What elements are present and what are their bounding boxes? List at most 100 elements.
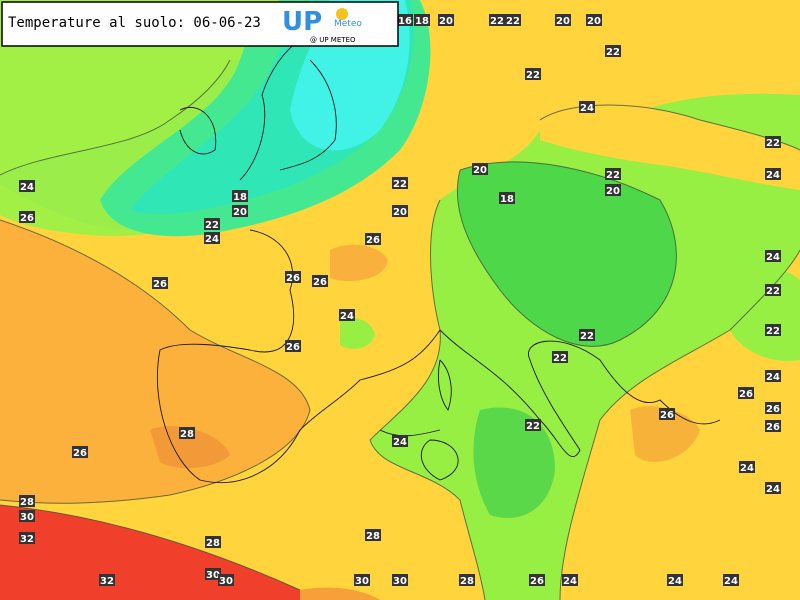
contour-label: 16 — [397, 14, 413, 27]
contour-label: 24 — [723, 574, 739, 587]
label-box — [179, 427, 195, 439]
contour-label: 26 — [738, 387, 754, 400]
label-box — [392, 435, 408, 447]
label-box — [19, 532, 35, 544]
contour-label: 24 — [739, 461, 755, 474]
warm-area — [150, 426, 230, 469]
warm-area — [540, 105, 800, 190]
label-text: 26 — [530, 576, 544, 587]
label-box — [765, 402, 781, 414]
label-text: 24 — [740, 463, 754, 474]
contour-label: 28 — [19, 495, 35, 508]
contour-label: 26 — [285, 271, 301, 284]
contour-label: 26 — [365, 233, 381, 246]
label-text: 26 — [366, 235, 380, 246]
label-text: 20 — [587, 16, 601, 27]
contour-label: 26 — [765, 402, 781, 415]
label-text: 28 — [206, 538, 220, 549]
warm-area — [300, 587, 380, 600]
contour-label: 22 — [525, 419, 541, 432]
logo-sun — [336, 8, 348, 20]
label-text: 24 — [205, 234, 219, 245]
label-box — [19, 510, 35, 522]
contour-label: 20 — [472, 163, 488, 176]
label-text: 20 — [606, 186, 620, 197]
label-box — [765, 250, 781, 262]
label-text: 18 — [500, 194, 514, 205]
label-text: 26 — [73, 448, 87, 459]
logo-subtitle: Meteo — [334, 19, 362, 29]
contour-label: 18 — [232, 190, 248, 203]
label-text: 24 — [766, 170, 780, 181]
mild-area — [340, 318, 375, 349]
label-box — [438, 14, 454, 26]
label-box — [218, 574, 234, 586]
label-text: 24 — [563, 576, 577, 587]
label-box — [505, 14, 521, 26]
label-box — [605, 184, 621, 196]
title-box: Temperature al suolo: 06-06-23 UP Meteo … — [1, 1, 399, 47]
contour-label: 20 — [392, 205, 408, 218]
contour-label: 26 — [72, 446, 88, 459]
label-box — [605, 45, 621, 57]
label-text: 20 — [473, 165, 487, 176]
contour-line — [0, 59, 231, 176]
label-box — [765, 168, 781, 180]
label-box — [586, 14, 602, 26]
contour-label: 24 — [765, 370, 781, 383]
label-text: 22 — [506, 16, 520, 27]
label-box — [285, 271, 301, 283]
map-title: Temperature al suolo: 06-06-23 — [8, 15, 261, 31]
label-box — [392, 205, 408, 217]
label-box — [579, 101, 595, 113]
label-text: 28 — [460, 576, 474, 587]
label-text: 24 — [393, 437, 407, 448]
label-text: 24 — [20, 182, 34, 193]
label-box — [765, 482, 781, 494]
label-text: 20 — [233, 207, 247, 218]
label-text: 26 — [286, 342, 300, 353]
contour-label: 22 — [489, 14, 505, 27]
label-text: 32 — [20, 534, 34, 545]
label-box — [765, 370, 781, 382]
contour-label: 18 — [414, 14, 430, 27]
label-box — [723, 574, 739, 586]
label-text: 24 — [580, 103, 594, 114]
contour-label: 24 — [339, 309, 355, 322]
coastline — [156, 39, 721, 483]
contour-label: 28 — [179, 427, 195, 440]
warm-area — [630, 406, 700, 462]
label-text: 20 — [556, 16, 570, 27]
credit: @ UP METEO — [310, 36, 356, 44]
label-text: 22 — [553, 353, 567, 364]
label-text: 22 — [526, 70, 540, 81]
label-text: 22 — [766, 286, 780, 297]
label-box — [339, 309, 355, 321]
contour-label: 22 — [505, 14, 521, 27]
contour-label: 30 — [392, 574, 408, 587]
label-text: 20 — [393, 207, 407, 218]
cool-area — [473, 407, 555, 518]
contour-label: 22 — [525, 68, 541, 81]
label-text: 24 — [766, 484, 780, 495]
logo: UP — [282, 7, 322, 37]
label-text: 24 — [766, 252, 780, 263]
label-box — [72, 446, 88, 458]
contour-label: 24 — [667, 574, 683, 587]
label-text: 26 — [313, 277, 327, 288]
title-background — [1, 1, 399, 47]
label-box — [765, 420, 781, 432]
label-box — [529, 574, 545, 586]
contour-label: 22 — [392, 177, 408, 190]
label-text: 24 — [724, 576, 738, 587]
contour-label: 26 — [659, 408, 675, 421]
label-text: 26 — [739, 389, 753, 400]
contour-label: 24 — [562, 574, 578, 587]
label-box — [472, 163, 488, 175]
label-text: 26 — [766, 404, 780, 415]
contour-label: 30 — [354, 574, 370, 587]
label-text: 22 — [580, 331, 594, 342]
label-box — [205, 536, 221, 548]
cool-area — [457, 161, 677, 347]
contour-label: 22 — [765, 136, 781, 149]
